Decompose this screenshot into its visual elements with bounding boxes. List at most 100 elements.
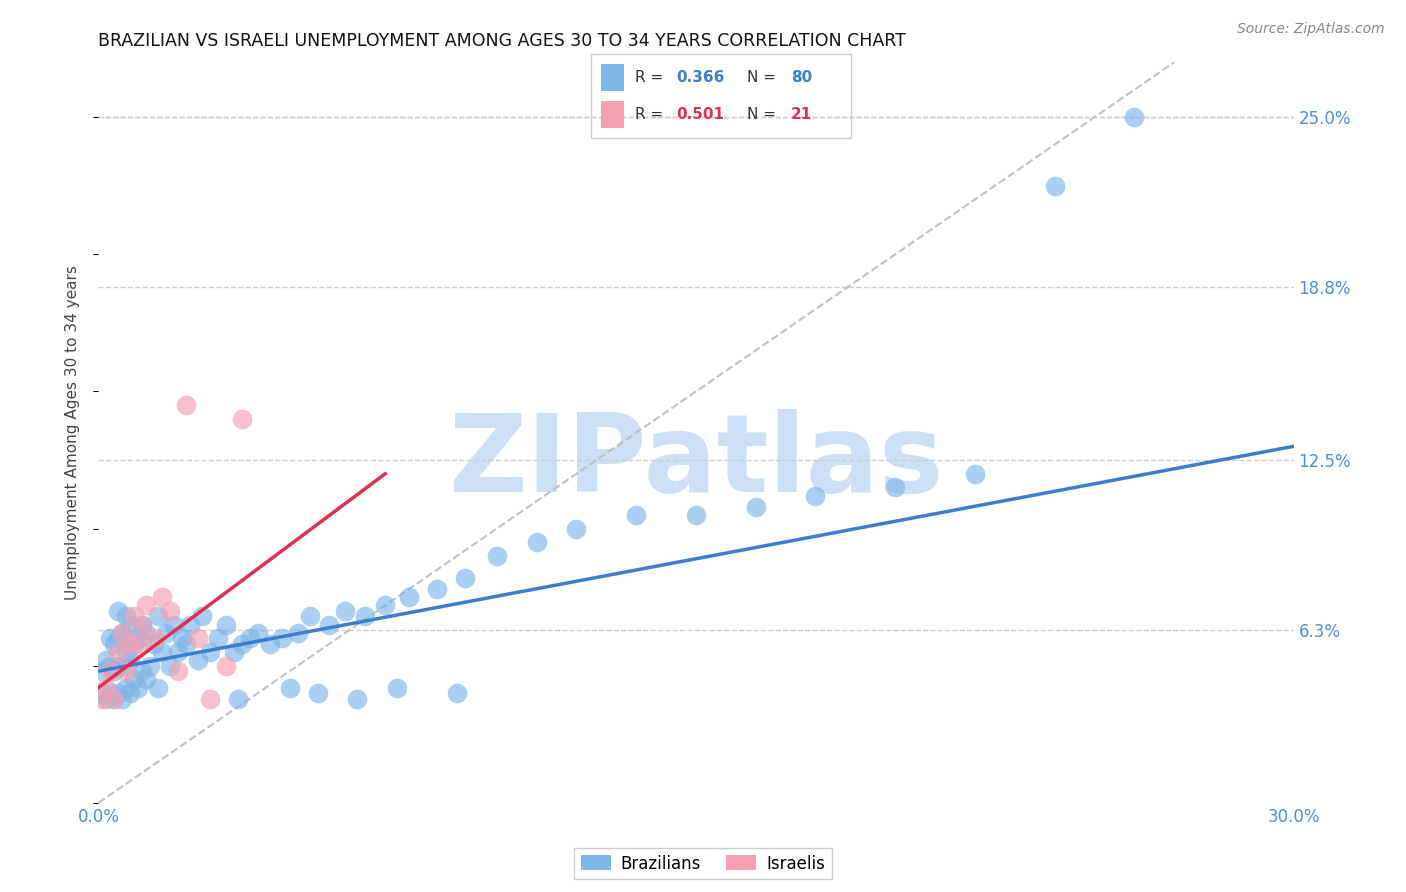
Point xyxy=(111,625,134,640)
Point xyxy=(91,686,114,700)
Point xyxy=(98,664,122,678)
Point xyxy=(187,653,209,667)
Point xyxy=(111,625,134,640)
Point xyxy=(103,664,125,678)
Point xyxy=(135,599,157,613)
Text: N =: N = xyxy=(747,70,776,85)
Point xyxy=(135,673,157,687)
Point xyxy=(103,691,125,706)
Point xyxy=(226,691,249,706)
Point xyxy=(685,508,707,522)
Point xyxy=(124,637,146,651)
Point xyxy=(96,681,118,695)
Point xyxy=(127,632,149,646)
Point xyxy=(135,625,157,640)
Point xyxy=(107,686,129,700)
Point xyxy=(159,604,181,618)
Point xyxy=(207,632,229,646)
Point xyxy=(124,673,146,687)
Point xyxy=(307,686,329,700)
Point xyxy=(174,637,197,651)
Point xyxy=(107,604,129,618)
Point xyxy=(745,500,768,514)
Point xyxy=(107,658,129,673)
Point xyxy=(91,691,114,706)
Point xyxy=(179,617,201,632)
Point xyxy=(115,645,138,659)
Point xyxy=(107,645,129,659)
Point xyxy=(565,522,588,536)
Point xyxy=(346,691,368,706)
Point xyxy=(215,617,238,632)
Point xyxy=(98,658,122,673)
Point xyxy=(103,637,125,651)
Text: R =: R = xyxy=(634,70,668,85)
Point xyxy=(143,637,166,651)
Point xyxy=(335,604,357,618)
Point xyxy=(222,645,245,659)
Point xyxy=(148,609,170,624)
Bar xyxy=(600,101,624,128)
Point xyxy=(287,625,309,640)
Point xyxy=(385,681,409,695)
Point xyxy=(115,681,138,695)
Point xyxy=(174,398,197,412)
Point xyxy=(111,658,134,673)
Legend: Brazilians, Israelis: Brazilians, Israelis xyxy=(574,848,832,880)
Point xyxy=(626,508,648,522)
Point xyxy=(398,590,420,604)
Text: ZIPatlas: ZIPatlas xyxy=(449,409,943,516)
Text: 21: 21 xyxy=(790,107,813,122)
Point xyxy=(107,632,129,646)
Point xyxy=(150,590,173,604)
Point xyxy=(804,489,827,503)
Point xyxy=(239,632,262,646)
Y-axis label: Unemployment Among Ages 30 to 34 years: Unemployment Among Ages 30 to 34 years xyxy=(65,265,80,600)
Point xyxy=(963,467,986,481)
Point xyxy=(884,480,907,494)
Bar xyxy=(600,63,624,91)
Point xyxy=(127,637,149,651)
Point xyxy=(167,645,190,659)
Text: Source: ZipAtlas.com: Source: ZipAtlas.com xyxy=(1237,22,1385,37)
Point xyxy=(98,686,122,700)
Point xyxy=(139,658,162,673)
Point xyxy=(198,691,221,706)
Point xyxy=(163,617,186,632)
Point xyxy=(131,617,153,632)
Point xyxy=(454,571,477,585)
Point xyxy=(131,617,153,632)
Text: BRAZILIAN VS ISRAELI UNEMPLOYMENT AMONG AGES 30 TO 34 YEARS CORRELATION CHART: BRAZILIAN VS ISRAELI UNEMPLOYMENT AMONG … xyxy=(98,32,907,50)
Point xyxy=(124,609,146,624)
Point xyxy=(120,637,142,651)
Point xyxy=(103,691,125,706)
Point xyxy=(231,412,253,426)
Point xyxy=(259,637,281,651)
Point xyxy=(187,632,209,646)
Point xyxy=(120,686,142,700)
Point xyxy=(1123,110,1146,124)
Point xyxy=(246,625,269,640)
Point xyxy=(298,609,321,624)
Point xyxy=(111,691,134,706)
Point xyxy=(446,686,468,700)
Point xyxy=(115,664,138,678)
Point xyxy=(485,549,508,563)
Point xyxy=(374,599,396,613)
Point xyxy=(148,681,170,695)
Text: 0.366: 0.366 xyxy=(676,70,724,85)
Point xyxy=(143,632,166,646)
Point xyxy=(120,617,142,632)
Text: 80: 80 xyxy=(790,70,813,85)
Point xyxy=(155,625,177,640)
Point xyxy=(167,664,190,678)
Point xyxy=(191,609,214,624)
Point xyxy=(526,535,548,549)
Text: 0.501: 0.501 xyxy=(676,107,724,122)
Point xyxy=(354,609,377,624)
Point xyxy=(270,632,292,646)
Point xyxy=(198,645,221,659)
Point xyxy=(120,653,142,667)
Point xyxy=(96,653,118,667)
Point xyxy=(172,632,194,646)
